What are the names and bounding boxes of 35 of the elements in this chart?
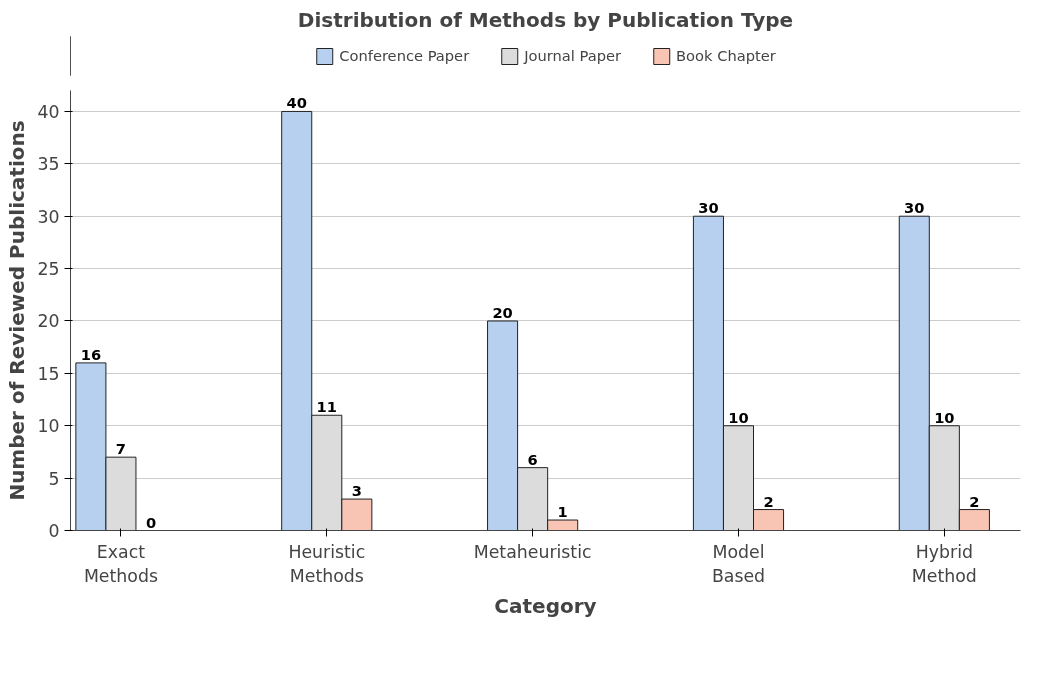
data-label: 11	[316, 398, 337, 416]
data-label: 30	[698, 199, 719, 217]
x-tick-label: Metaheuristic	[473, 541, 592, 562]
legend-label: Journal Paper	[524, 47, 622, 64]
data-label: 6	[527, 450, 538, 468]
data-label: 2	[763, 492, 774, 510]
y-tick-label: 30	[37, 206, 60, 227]
legend-label: Conference Paper	[339, 47, 470, 64]
chart-title: Distribution of Methods by Publication Type	[297, 7, 794, 32]
y-tick-label: 20	[37, 311, 60, 332]
data-label: 20	[492, 303, 513, 321]
data-label: 0	[145, 513, 157, 531]
data-label: 7	[115, 440, 127, 458]
y-tick-label: 40	[37, 101, 60, 122]
y-tick-label: 10	[37, 416, 60, 437]
x-axis-title: Category	[494, 593, 597, 618]
data-label: 10	[934, 408, 955, 426]
x-tick-label: Model Based	[711, 541, 766, 586]
data-label: 16	[80, 345, 102, 363]
x-tick-label: Heuristic Methods	[288, 541, 366, 586]
data-label: 10	[728, 408, 749, 426]
y-tick-label: 35	[37, 154, 60, 175]
data-label: 1	[557, 503, 568, 521]
y-tick-label: 5	[48, 468, 60, 489]
data-label: 3	[351, 482, 362, 500]
data-label: 40	[286, 94, 307, 112]
y-tick-label: 15	[37, 363, 60, 384]
data-label: 30	[904, 199, 925, 217]
legend-label: Book Chapter	[676, 47, 776, 64]
data-label: 2	[969, 492, 980, 510]
y-axis-title: Number of Reviewed Publications	[5, 120, 30, 501]
x-tick-label: Hybrid Method	[911, 541, 977, 586]
x-tick-label: Exact Methods	[83, 541, 158, 586]
y-tick-label: 0	[48, 521, 60, 541]
y-tick-label: 25	[37, 259, 60, 280]
